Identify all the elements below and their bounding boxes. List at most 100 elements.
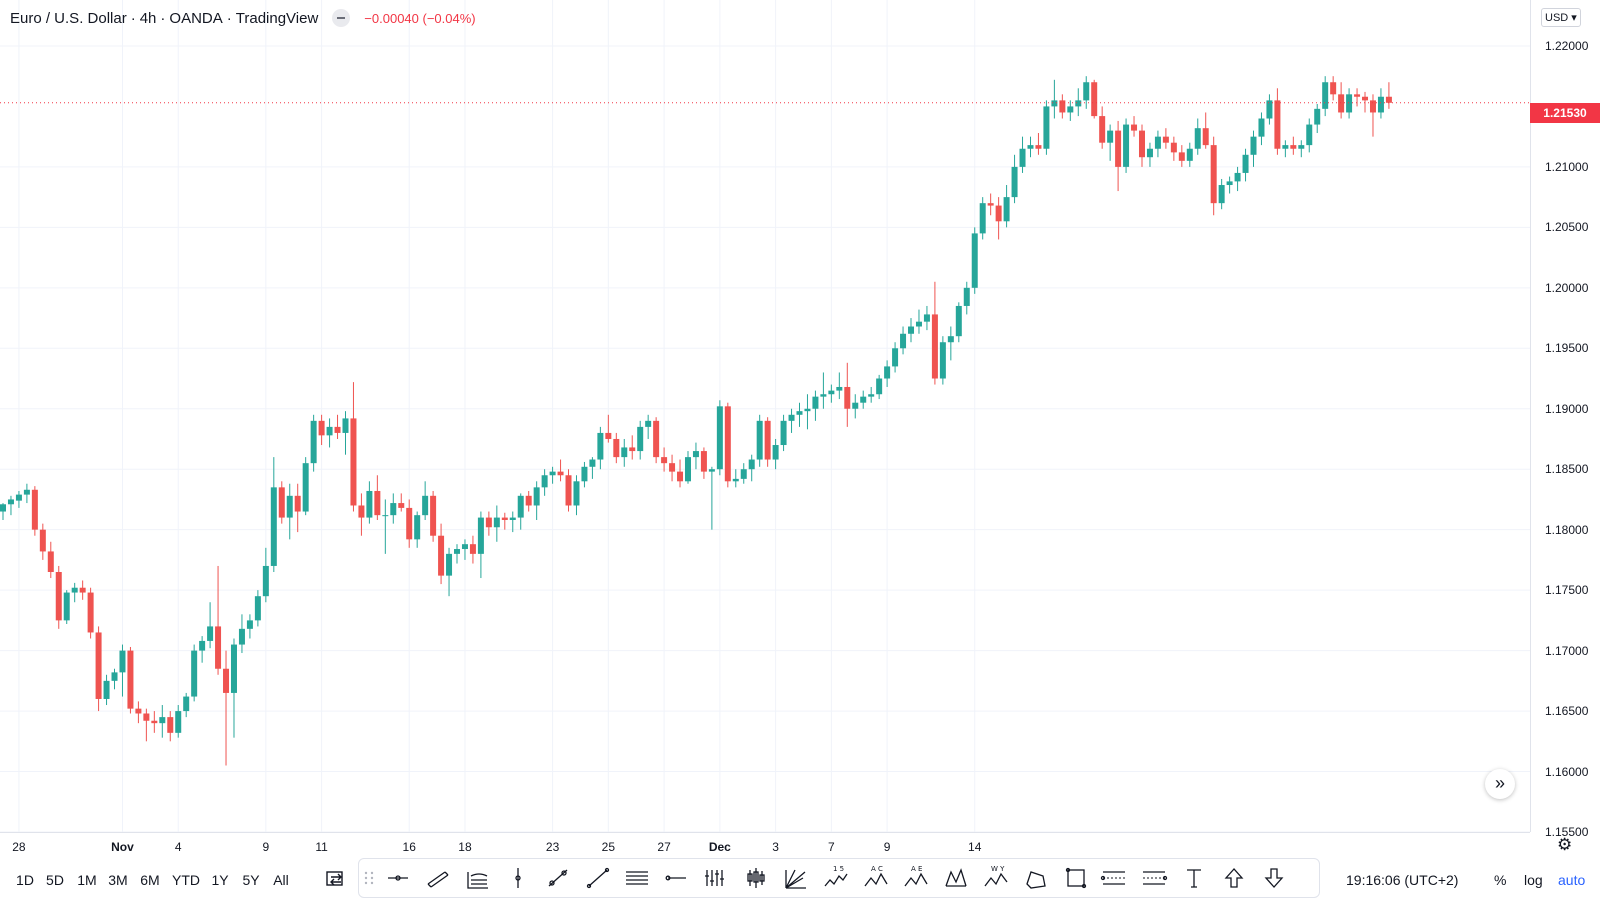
candle [1250, 130, 1257, 167]
wxy-wave-tool[interactable]: W Y [981, 864, 1011, 892]
collapse-legend-button[interactable] [332, 9, 351, 27]
clock-label[interactable]: 19:16:06 (UTC+2) [1346, 872, 1459, 888]
candle-body [581, 466, 588, 482]
candle-body [286, 495, 293, 518]
parallel-channel-tool[interactable] [423, 864, 453, 892]
rectangle-tool-icon [1065, 867, 1087, 889]
candle-body [454, 549, 461, 554]
candle [1107, 124, 1114, 161]
arrow-up-tool[interactable] [1219, 864, 1249, 892]
candlestick-chart[interactable] [0, 0, 1530, 833]
candle [1083, 76, 1090, 109]
candle [1043, 100, 1050, 155]
candle [230, 638, 237, 738]
candle-body [1290, 145, 1297, 149]
candle-body [31, 489, 38, 530]
text-tool[interactable] [1179, 864, 1209, 892]
trend-angle-tool-icon [548, 869, 568, 887]
price-scale[interactable]: 1.22000 1.21000 1.20500 1.20000 1.19500 1.190… [1530, 0, 1600, 839]
candle [47, 541, 54, 579]
range-button-all[interactable]: All [273, 872, 289, 888]
candle-body [262, 565, 269, 597]
time-scale[interactable]: 28 Nov 4 9 11 16 18 23 25 27 Dec 3 7 9 14 [0, 832, 1530, 860]
candle-body [310, 420, 317, 464]
candle [1146, 142, 1153, 167]
short-position-tool[interactable] [1139, 864, 1169, 892]
chart-pane[interactable] [0, 0, 1530, 833]
candle [477, 511, 484, 579]
fib-retracement-tool[interactable] [622, 864, 652, 892]
long-position-tool-icon [1100, 871, 1125, 885]
range-button-6m[interactable]: 6M [140, 872, 160, 888]
candle-body [207, 626, 214, 641]
vertical-line-tool[interactable] [503, 864, 533, 892]
candle [199, 636, 206, 663]
rectangle-tool[interactable] [1061, 864, 1091, 892]
candle-body [1266, 100, 1273, 119]
candle-body [1385, 96, 1392, 103]
drag-handle-icon[interactable] [363, 870, 375, 886]
candle-body [979, 203, 986, 234]
currency-select[interactable]: USD ▾ [1541, 8, 1581, 27]
price-tick-label: 1.19500 [1545, 341, 1589, 356]
symbol-name[interactable]: Euro / U.S. Dollar [10, 9, 127, 27]
scroll-to-realtime-button[interactable]: » [1485, 769, 1515, 799]
range-button-5d[interactable]: 5D [46, 872, 64, 888]
trend-angle-tool[interactable] [543, 864, 573, 892]
candle [772, 438, 779, 470]
candle-body [501, 517, 508, 520]
range-button-ytd[interactable]: YTD [172, 872, 200, 888]
candle [334, 414, 341, 439]
fib-retracement-tool-icon [626, 871, 648, 885]
head-shoulders-tool[interactable] [941, 864, 971, 892]
candle [1234, 166, 1241, 192]
candle [1194, 118, 1201, 155]
candle-body [493, 517, 500, 528]
candle-body [1314, 108, 1321, 125]
elliott-wave-tool-icon: 1 5 [824, 865, 848, 887]
candle-body [669, 463, 676, 472]
range-button-1y[interactable]: 1Y [211, 872, 229, 888]
fib-time-zones-tool[interactable] [701, 864, 731, 892]
candle [366, 481, 373, 524]
price-tick-label: 1.22000 [1545, 38, 1589, 53]
candle [493, 505, 500, 542]
candle [294, 483, 301, 533]
abcd-pattern-tool[interactable]: A C [861, 864, 891, 892]
candle [780, 414, 787, 452]
range-button-5y[interactable]: 5Y [242, 872, 260, 888]
log-scale-button[interactable]: log [1524, 872, 1543, 888]
candle-pattern-tool[interactable] [741, 864, 771, 892]
candle-body [238, 628, 245, 645]
candle [446, 547, 453, 597]
xabcd-pattern-tool[interactable]: A E [901, 864, 931, 892]
candle [716, 400, 723, 476]
interval-label[interactable]: 4h [139, 9, 157, 27]
candle [1178, 145, 1185, 167]
arrow-down-tool[interactable] [1259, 864, 1289, 892]
candle-body [1377, 96, 1384, 113]
range-button-1d[interactable]: 1D [16, 872, 34, 888]
trend-line-tool[interactable] [583, 864, 613, 892]
auto-scale-button[interactable]: auto [1558, 872, 1586, 888]
long-position-tool[interactable] [1099, 864, 1129, 892]
candle-body [1051, 100, 1058, 107]
gann-fan-tool[interactable] [781, 864, 811, 892]
range-button-3m[interactable]: 3M [108, 872, 128, 888]
range-button-1m[interactable]: 1M [77, 872, 97, 888]
ray-tool[interactable] [383, 864, 413, 892]
time-tick-label: 14 [968, 840, 982, 854]
candle-body [987, 203, 994, 206]
fib-time-zones-tool-icon [705, 870, 724, 886]
pitchfork-tool[interactable] [463, 864, 493, 892]
candle [358, 493, 365, 536]
horizontal-line-tool[interactable] [662, 864, 692, 892]
candle-body [446, 553, 453, 576]
percent-scale-button[interactable]: % [1494, 872, 1507, 888]
compare-icon[interactable] [326, 870, 346, 888]
elliott-wave-tool[interactable]: 1 5 [821, 864, 851, 892]
polyline-tool[interactable] [1021, 864, 1051, 892]
price-tick-label: 1.18000 [1545, 522, 1589, 537]
candle-body [350, 418, 357, 506]
gear-icon[interactable]: ⚙ [1557, 835, 1573, 854]
